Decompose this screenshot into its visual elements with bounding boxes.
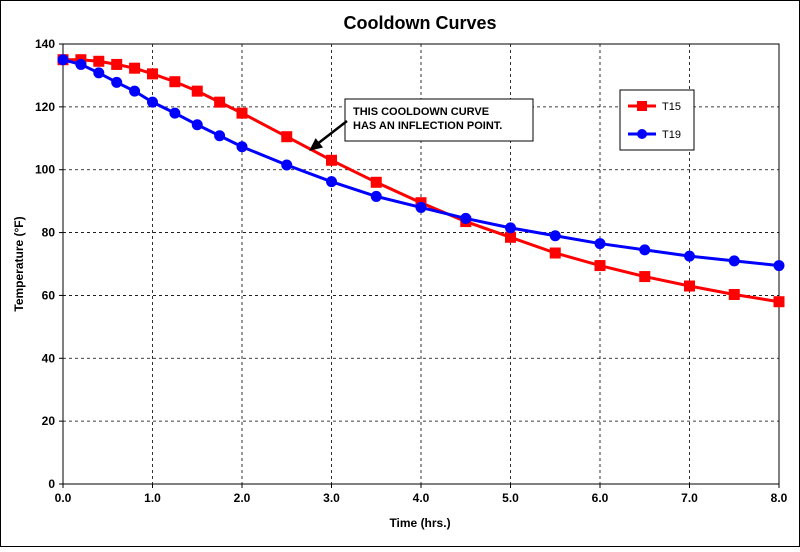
data-point-t19 bbox=[214, 130, 226, 142]
plot-area: 0.0 1.0 2.0 3.0 4.0 5.0 6.0 7.0 8.0 0 20 40 60 80 100 1… bbox=[35, 37, 788, 505]
data-point-t19 bbox=[594, 238, 606, 250]
legend-label-t19: T19 bbox=[662, 129, 681, 141]
x-tick-label: 4.0 bbox=[413, 491, 430, 505]
data-point-t19 bbox=[191, 119, 203, 131]
x-tick-label: 0.0 bbox=[55, 491, 72, 505]
data-point-t19 bbox=[549, 230, 561, 242]
data-point-t19 bbox=[639, 244, 651, 256]
x-tick-label: 1.0 bbox=[144, 491, 161, 505]
legend-marker-t19 bbox=[637, 129, 647, 139]
data-point-t19 bbox=[93, 67, 105, 79]
x-tick-label: 3.0 bbox=[323, 491, 340, 505]
data-point-t19 bbox=[147, 96, 158, 108]
x-tick-label: 5.0 bbox=[502, 491, 519, 505]
data-point-t19 bbox=[281, 159, 293, 171]
data-point-t19 bbox=[415, 201, 427, 213]
data-point-t15 bbox=[214, 96, 226, 108]
x-tick-label: 6.0 bbox=[592, 491, 609, 505]
y-tick-label: 120 bbox=[35, 100, 55, 114]
data-point-t15 bbox=[111, 58, 123, 70]
legend-label-t15: T15 bbox=[662, 101, 681, 113]
data-point-t15 bbox=[326, 154, 337, 166]
data-point-t15 bbox=[728, 288, 740, 300]
data-point-t19 bbox=[460, 212, 472, 224]
series-line-t15 bbox=[63, 58, 780, 304]
legend-box bbox=[619, 89, 695, 151]
data-point-t19 bbox=[773, 260, 785, 272]
data-point-t15 bbox=[773, 296, 785, 308]
data-point-t15 bbox=[505, 231, 516, 243]
data-point-t15 bbox=[129, 62, 141, 74]
data-point-t15 bbox=[236, 107, 248, 119]
data-point-t15 bbox=[169, 76, 181, 88]
y-tick-label: 20 bbox=[42, 414, 56, 428]
data-point-t19 bbox=[236, 141, 248, 153]
annotation-text-line: THIS COOLDOWN CURVE bbox=[353, 106, 489, 118]
data-point-t15 bbox=[594, 260, 606, 272]
data-point-t19 bbox=[684, 250, 695, 262]
x-tick-label: 8.0 bbox=[771, 491, 788, 505]
y-axis-label: Temperature (°F) bbox=[12, 216, 26, 311]
x-tick-label: 7.0 bbox=[681, 491, 698, 505]
series-line-t19 bbox=[62, 58, 780, 268]
chart-title: Cooldown Curves bbox=[343, 13, 496, 33]
data-point-t19 bbox=[111, 76, 123, 88]
data-point-t19 bbox=[326, 176, 337, 188]
data-point-t19 bbox=[505, 222, 516, 234]
data-point-t15 bbox=[147, 68, 158, 80]
data-point-t15 bbox=[281, 131, 293, 143]
data-point-t15 bbox=[191, 85, 203, 97]
legend-marker-t15 bbox=[637, 101, 647, 111]
annotation-arrow-shaft bbox=[315, 120, 348, 146]
y-tick-label: 100 bbox=[35, 163, 55, 177]
y-tick-label: 0 bbox=[48, 477, 55, 491]
data-point-t15 bbox=[684, 280, 695, 292]
data-point-t19 bbox=[370, 190, 382, 202]
y-tick-label: 140 bbox=[35, 37, 55, 51]
data-point-t19 bbox=[75, 58, 87, 70]
data-point-t15 bbox=[370, 176, 382, 188]
y-tick-label: 80 bbox=[42, 226, 56, 240]
data-point-t15 bbox=[639, 271, 651, 283]
x-tick-label: 2.0 bbox=[234, 491, 251, 505]
y-tick-label: 40 bbox=[42, 351, 56, 365]
data-point-t19 bbox=[129, 85, 141, 97]
data-point-t15 bbox=[93, 55, 105, 67]
data-point-t19 bbox=[728, 255, 740, 267]
annotation-arrow-head bbox=[309, 138, 324, 151]
annotation-text-line: HAS AN INFLECTION POINT. bbox=[353, 120, 502, 132]
data-point-t19 bbox=[169, 107, 181, 119]
data-point-t15 bbox=[549, 247, 561, 259]
annotation-box bbox=[344, 98, 534, 142]
y-tick-label: 60 bbox=[42, 288, 56, 302]
x-axis-label: Time (hrs.) bbox=[389, 516, 450, 530]
data-point-t19 bbox=[57, 54, 69, 66]
